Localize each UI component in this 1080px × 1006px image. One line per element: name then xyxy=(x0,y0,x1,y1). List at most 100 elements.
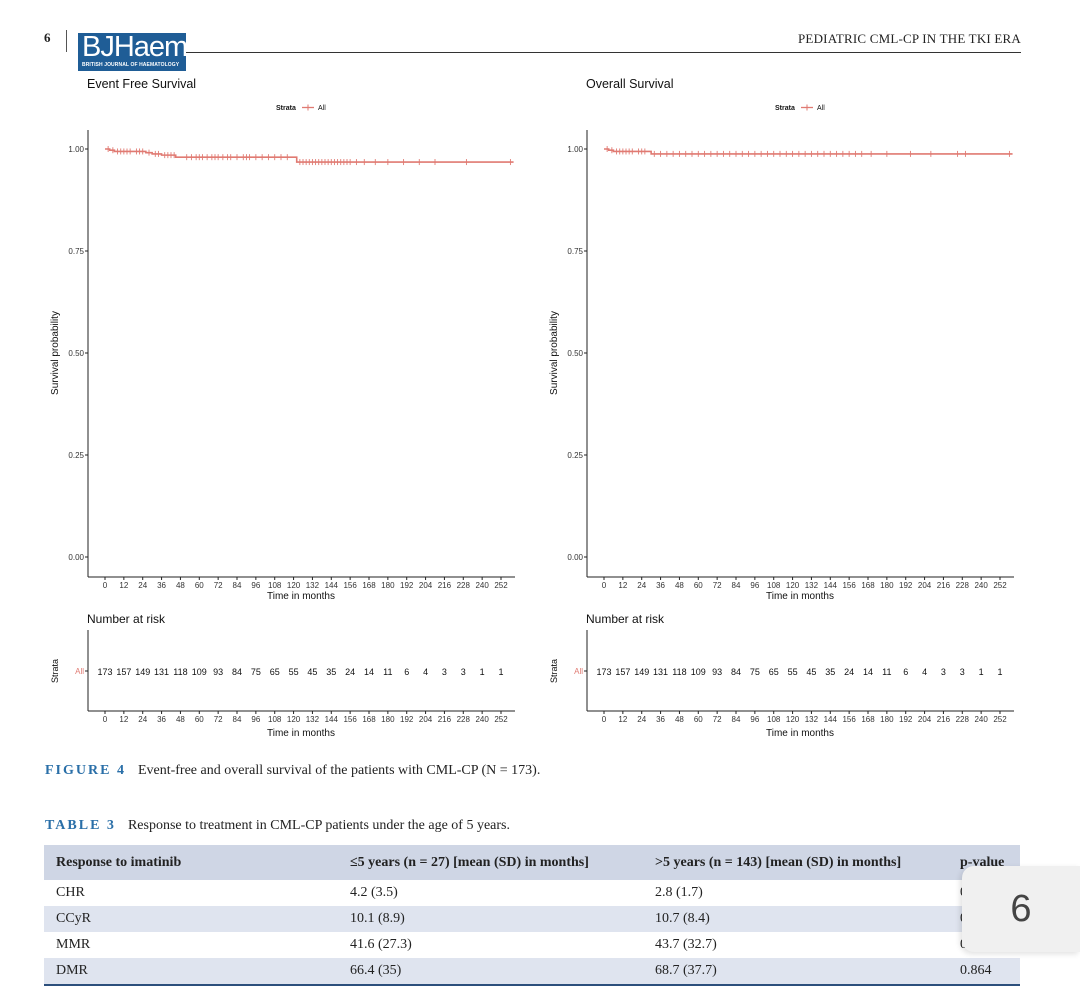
risk-x-tick-label: 144 xyxy=(824,715,838,724)
y-tick-label: 0.00 xyxy=(567,553,583,562)
risk-y-axis-label: Strata xyxy=(549,659,559,683)
risk-value: 131 xyxy=(653,667,668,677)
x-tick-label: 204 xyxy=(918,581,932,590)
logo-text: BJHaem xyxy=(82,31,188,63)
running-title: PEDIATRIC CML-CP IN THE TKI ERA xyxy=(798,31,1021,46)
risk-value: 1 xyxy=(979,667,984,677)
risk-value: 4 xyxy=(423,667,428,677)
risk-x-tick-label: 144 xyxy=(325,715,339,724)
risk-value: 109 xyxy=(691,667,706,677)
risk-table-title: Number at risk xyxy=(87,612,166,626)
table-cell: 2.8 (1.7) xyxy=(655,885,703,900)
risk-value: 75 xyxy=(251,667,261,677)
x-tick-label: 216 xyxy=(438,581,452,590)
risk-y-axis-label: Strata xyxy=(50,659,60,683)
chart-title: Overall Survival xyxy=(586,77,674,91)
table-cell: MMR xyxy=(56,937,91,952)
page-number: 6 xyxy=(44,30,51,45)
table-cell: 4.2 (3.5) xyxy=(350,885,398,900)
risk-value: 118 xyxy=(672,667,686,677)
risk-x-tick-label: 24 xyxy=(138,715,147,724)
figure-caption: FIGURE 4 Event-free and overall survival … xyxy=(45,763,540,779)
x-tick-label: 228 xyxy=(457,581,471,590)
risk-x-tick-label: 228 xyxy=(956,715,970,724)
x-tick-label: 216 xyxy=(937,581,951,590)
table-row: CCyR 10.1 (8.9) 10.7 (8.4) 0.7 xyxy=(44,906,1020,932)
risk-value: 131 xyxy=(154,667,169,677)
table-caption: TABLE 3 Response to treatment in CML-CP p… xyxy=(45,818,510,834)
legend-title: Strata xyxy=(775,105,795,112)
risk-x-tick-label: 96 xyxy=(251,715,260,724)
risk-x-tick-label: 156 xyxy=(842,715,856,724)
risk-x-tick-label: 204 xyxy=(918,715,932,724)
x-tick-label: 180 xyxy=(880,581,894,590)
risk-x-tick-label: 48 xyxy=(675,715,684,724)
x-tick-label: 240 xyxy=(974,581,988,590)
risk-x-tick-label: 240 xyxy=(974,715,988,724)
column-header: Response to imatinib xyxy=(44,845,338,880)
risk-x-tick-label: 60 xyxy=(195,715,204,724)
risk-value: 173 xyxy=(596,667,611,677)
risk-x-tick-label: 108 xyxy=(268,715,282,724)
response-table: Response to imatinib ≤5 years (n = 27) [… xyxy=(44,845,1020,986)
logo-subtext: BRITISH JOURNAL OF HAEMATOLOGY xyxy=(82,62,180,68)
risk-table-title: Number at risk xyxy=(586,612,665,626)
risk-x-tick-label: 120 xyxy=(786,715,800,724)
table-cell: 43.7 (32.7) xyxy=(655,937,717,952)
x-tick-label: 84 xyxy=(233,581,242,590)
risk-value: 173 xyxy=(97,667,112,677)
table-caption-text: Response to treatment in CML-CP patients… xyxy=(127,818,510,833)
table-row: CHR 4.2 (3.5) 2.8 (1.7) 0.0 xyxy=(44,880,1020,906)
risk-value: 84 xyxy=(731,667,741,677)
x-axis-label: Time in months xyxy=(766,591,834,602)
risk-x-tick-label: 12 xyxy=(119,715,128,724)
table-label: TABLE 3 xyxy=(45,818,116,833)
risk-x-tick-label: 180 xyxy=(381,715,395,724)
chart-title: Event Free Survival xyxy=(87,77,196,91)
risk-value: 157 xyxy=(615,667,630,677)
survival-curve xyxy=(105,148,514,163)
x-tick-label: 156 xyxy=(343,581,357,590)
table-row: MMR 41.6 (27.3) 43.7 (32.7) 0.803 xyxy=(44,932,1020,958)
risk-value: 6 xyxy=(404,667,409,677)
risk-x-tick-label: 108 xyxy=(767,715,781,724)
risk-x-tick-label: 48 xyxy=(176,715,185,724)
event-free-survival-chart: Event Free Survival Strata All 0.00 0.25 0.50… xyxy=(50,77,515,739)
risk-value: 149 xyxy=(135,667,150,677)
risk-x-tick-label: 0 xyxy=(602,715,607,724)
risk-x-tick-label: 72 xyxy=(214,715,223,724)
figure-label: FIGURE 4 xyxy=(45,763,126,778)
risk-value: 149 xyxy=(634,667,649,677)
risk-strata-label: All xyxy=(574,667,583,676)
x-tick-label: 144 xyxy=(824,581,838,590)
risk-x-tick-label: 216 xyxy=(438,715,452,724)
risk-value: 93 xyxy=(213,667,223,677)
risk-x-tick-label: 120 xyxy=(287,715,301,724)
y-tick-label: 0.75 xyxy=(68,247,84,256)
x-tick-label: 60 xyxy=(694,581,703,590)
risk-x-tick-label: 192 xyxy=(400,715,414,724)
legend-title: Strata xyxy=(276,105,296,112)
x-tick-label: 132 xyxy=(306,581,320,590)
legend-entry: All xyxy=(318,105,326,112)
figure-caption-text: Event-free and overall survival of the p… xyxy=(137,763,541,778)
table-cell: 66.4 (35) xyxy=(338,958,643,986)
x-tick-label: 192 xyxy=(400,581,414,590)
y-tick-label: 0.50 xyxy=(567,349,583,358)
page-indicator-badge[interactable]: 6 xyxy=(962,866,1080,952)
x-tick-label: 12 xyxy=(618,581,627,590)
risk-value: 45 xyxy=(307,667,317,677)
risk-value: 65 xyxy=(769,667,779,677)
x-tick-label: 36 xyxy=(157,581,166,590)
risk-x-tick-label: 228 xyxy=(457,715,471,724)
risk-x-tick-label: 132 xyxy=(805,715,819,724)
x-tick-label: 252 xyxy=(993,581,1007,590)
risk-x-tick-label: 36 xyxy=(656,715,665,724)
header-divider xyxy=(66,30,67,52)
journal-logo: BJHaem BRITISH JOURNAL OF HAEMATOLOGY xyxy=(78,31,188,71)
x-tick-label: 252 xyxy=(494,581,508,590)
risk-value: 35 xyxy=(326,667,336,677)
risk-x-tick-label: 24 xyxy=(637,715,646,724)
risk-value: 1 xyxy=(480,667,485,677)
risk-x-tick-label: 180 xyxy=(880,715,894,724)
